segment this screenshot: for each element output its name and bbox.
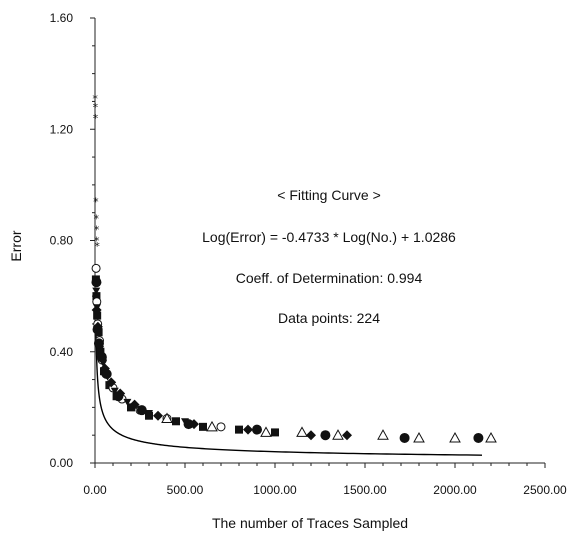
y-tick-label: 0.80 [50, 234, 74, 248]
marker-diamond [106, 377, 117, 388]
marker-star: * [92, 93, 98, 106]
marker-filled-circle [92, 324, 103, 335]
marker-down-triangle [92, 287, 101, 295]
marker-star: * [93, 101, 99, 114]
marker-open-triangle [413, 431, 425, 443]
x-tick-label: 1000.00 [253, 483, 297, 497]
marker-filled-circle [93, 338, 104, 349]
data-points: ******** [91, 93, 497, 443]
marker-square [271, 428, 279, 437]
annotation-fit-equation: Log(Error) = -0.4733 * Log(No.) + 1.0286 [202, 229, 456, 245]
y-axis-title: Error [8, 230, 24, 261]
marker-star: * [94, 223, 100, 236]
marker-filled-circle [183, 419, 194, 430]
marker-diamond [243, 424, 253, 435]
marker-open-triangle [485, 431, 497, 443]
marker-filled-circle [252, 424, 262, 435]
marker-filled-circle [320, 430, 331, 441]
marker-filled-circle [101, 369, 112, 379]
y-tick-label: 0.40 [50, 345, 74, 359]
marker-open-triangle [449, 431, 461, 443]
marker-diamond [306, 430, 316, 441]
marker-down-triangle [145, 409, 153, 417]
marker-diamond [129, 399, 140, 410]
x-tick-label: 2500.00 [523, 483, 567, 497]
annotation-data-points: Data points: 224 [278, 310, 380, 326]
marker-open-triangle [206, 420, 218, 432]
marker-square [199, 422, 207, 431]
y-tick-label: 0.00 [50, 456, 74, 470]
marker-square [172, 417, 180, 426]
marker-star: * [93, 112, 99, 125]
marker-open-triangle [296, 426, 308, 437]
annotation-coefficient-of-determination: Coeff. of Determination: 0.994 [236, 270, 423, 286]
fitting-curve-line [95, 324, 483, 456]
marker-filled-circle [91, 277, 102, 288]
x-tick-label: 500.00 [167, 483, 204, 497]
marker-square [93, 311, 102, 320]
marker-down-triangle [110, 387, 119, 395]
marker-filled-circle [399, 432, 410, 443]
y-tick-label: 1.60 [50, 11, 74, 25]
annotation-fitting-curve-title: < Fitting Curve > [277, 187, 381, 203]
x-axis-title: The number of Traces Sampled [212, 515, 408, 531]
marker-diamond [91, 305, 102, 316]
marker-filled-circle [96, 352, 107, 363]
marker-star: * [94, 212, 100, 225]
marker-square [235, 425, 243, 434]
marker-open-circle [91, 263, 101, 273]
marker-open-triangle [332, 429, 344, 440]
marker-filled-circle [136, 405, 147, 416]
marker-open-circle [216, 422, 226, 432]
marker-open-triangle [161, 412, 173, 423]
marker-down-triangle [123, 398, 132, 406]
x-tick-label: 1500.00 [343, 483, 387, 497]
x-tick-label: 0.00 [83, 483, 107, 497]
marker-star: * [93, 196, 99, 209]
marker-star: * [94, 235, 100, 248]
fit-annotation: < Fitting Curve > Log(Error) = -0.4733 *… [202, 187, 456, 326]
y-axis-ticks: 0.00 0.40 0.80 1.20 1.60 [50, 11, 95, 470]
marker-square [92, 292, 101, 301]
marker-diamond [342, 430, 352, 441]
x-axis-ticks: 0.00 500.00 1000.00 1500.00 2000.00 2500.00 [83, 463, 567, 497]
x-tick-label: 2000.00 [433, 483, 477, 497]
marker-filled-circle [473, 432, 484, 443]
marker-square [127, 403, 135, 412]
marker-diamond [153, 410, 163, 421]
marker-open-triangle [377, 429, 389, 440]
marker-open-triangle [260, 426, 272, 437]
marker-star: * [94, 240, 100, 253]
marker-filled-circle [113, 391, 124, 402]
y-tick-label: 1.20 [50, 122, 74, 136]
